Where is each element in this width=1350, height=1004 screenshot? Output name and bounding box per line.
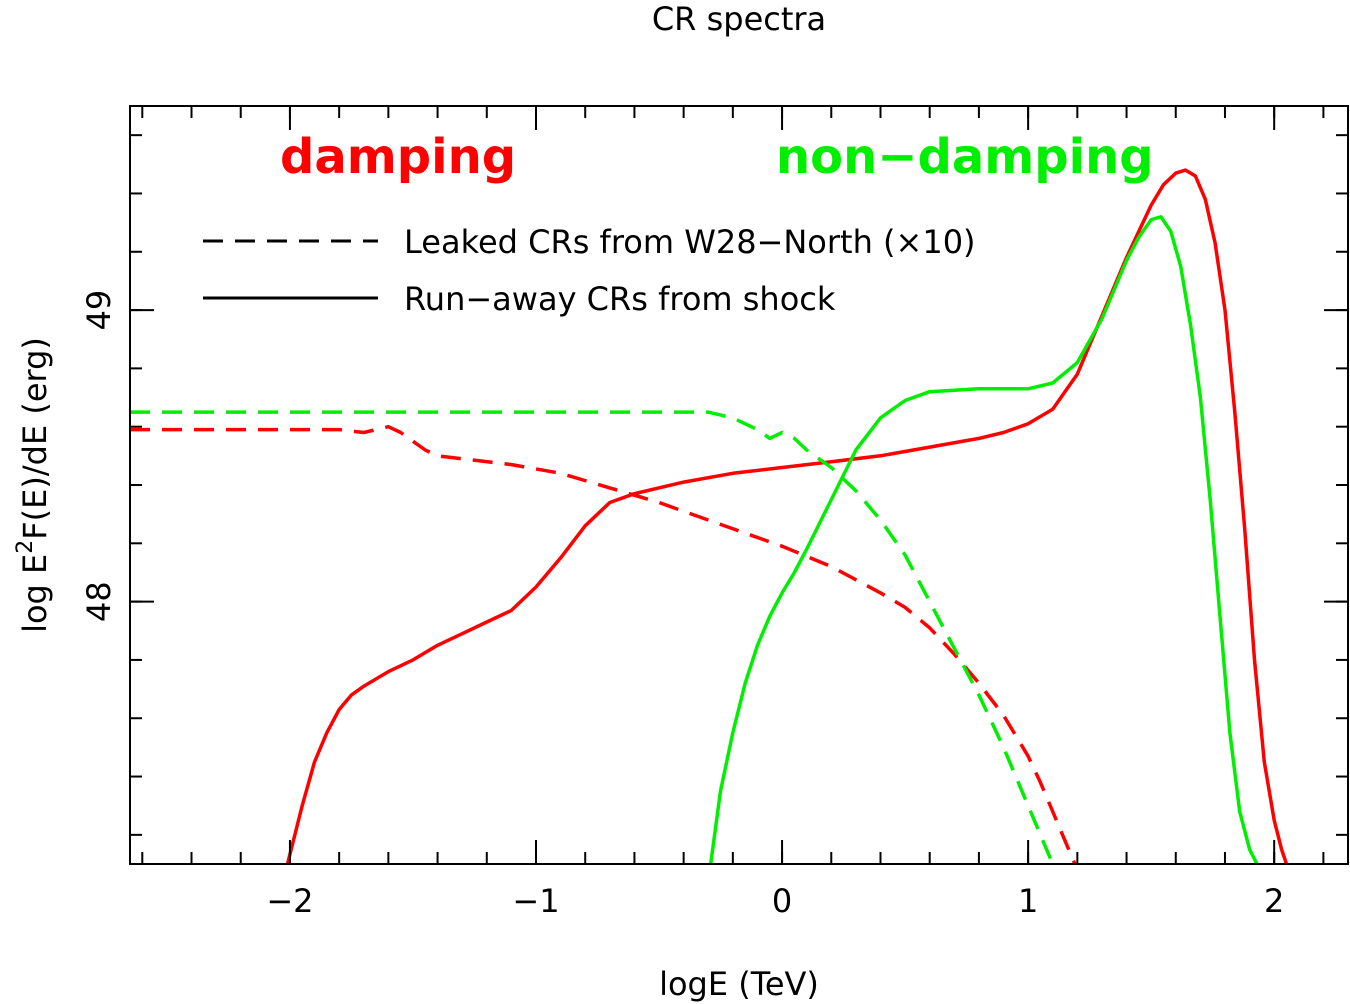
damping-label: damping — [280, 129, 516, 185]
y-axis-label-suffix: F(E)/dE (erg) — [16, 337, 54, 540]
ticks-layer: −2 −1 0 1 2 48 49 — [80, 106, 1348, 920]
legend-label-runaway: Run−away CRs from shock — [404, 280, 836, 318]
x-tick-label: 0 — [772, 882, 792, 920]
plot-frame — [129, 105, 1349, 865]
x-tick-label: 2 — [1264, 882, 1284, 920]
y-axis-label-prefix: log E — [16, 554, 54, 633]
damping-leaked-line — [130, 424, 1077, 864]
y-axis-label: log E2F(E)/dE (erg) — [13, 337, 54, 633]
x-tick-label: 1 — [1018, 882, 1038, 920]
legend-label-leaked: Leaked CRs from W28−North (×10) — [404, 223, 976, 261]
series-layer — [130, 168, 1289, 864]
chart-title: CR spectra — [652, 0, 826, 38]
x-axis-label: logE (TeV) — [659, 965, 819, 1003]
y-tick-label: 48 — [80, 581, 118, 622]
y-axis-label-superscript: 2 — [13, 540, 38, 554]
non-damping-label: non−damping — [776, 129, 1154, 185]
y-tick-label: 49 — [80, 290, 118, 331]
x-tick-label: −1 — [512, 882, 559, 920]
damping-runaway-line — [285, 168, 1289, 864]
non-damping-runaway-line — [708, 215, 1259, 864]
x-tick-label: −2 — [266, 882, 313, 920]
legend: Leaked CRs from W28−North (×10) Run−away… — [203, 223, 976, 318]
non-damping-leaked-line — [130, 410, 1055, 864]
